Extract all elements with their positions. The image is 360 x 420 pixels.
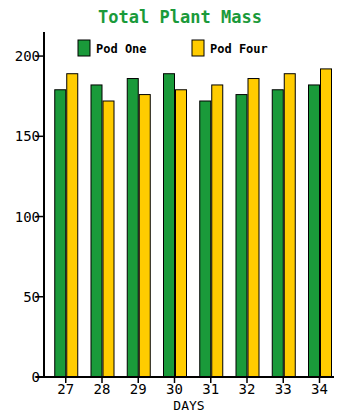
bar: [248, 79, 259, 377]
x-tick-label: 33: [275, 381, 292, 397]
chart-container: Total Plant Mass Pod One Pod Four 0 50 100 150…: [0, 0, 360, 420]
y-tick-label: 150: [15, 128, 40, 144]
bar: [321, 69, 332, 377]
y-tick-label: 50: [23, 289, 40, 305]
bar: [272, 90, 283, 377]
y-axis: [43, 32, 45, 377]
bar: [67, 74, 78, 377]
x-tick-label: 32: [239, 381, 256, 397]
x-tick-label: 34: [311, 381, 328, 397]
bar: [236, 95, 247, 377]
bar: [127, 79, 138, 377]
bar: [164, 74, 175, 377]
title: Total Plant Mass: [98, 7, 262, 27]
bar: [55, 90, 66, 377]
x-tick-label: 27: [57, 381, 74, 397]
bar: [91, 85, 102, 377]
chart-svg: Total Plant Mass Pod One Pod Four 0 50 100 150…: [0, 0, 360, 420]
bar: [176, 90, 187, 377]
x-axis: [36, 376, 334, 378]
bars: [55, 69, 332, 377]
y-tick-label: 100: [15, 209, 40, 225]
legend-swatch: [78, 40, 90, 56]
legend-label: Pod One: [96, 42, 147, 56]
x-tick-label: 28: [94, 381, 111, 397]
bar: [309, 85, 320, 377]
y-tick-label: 0: [32, 369, 40, 385]
x-tick-label: 31: [202, 381, 219, 397]
x-axis-label: DAYS: [173, 398, 204, 413]
y-tick-label: 200: [15, 48, 40, 64]
x-tick-label: 30: [166, 381, 183, 397]
bar: [139, 95, 150, 377]
bar: [212, 85, 223, 377]
legend-swatch: [192, 40, 204, 56]
bar: [284, 74, 295, 377]
x-tick-label: 29: [130, 381, 147, 397]
legend-label: Pod Four: [210, 42, 268, 56]
bar: [200, 101, 211, 377]
bar: [103, 101, 114, 377]
